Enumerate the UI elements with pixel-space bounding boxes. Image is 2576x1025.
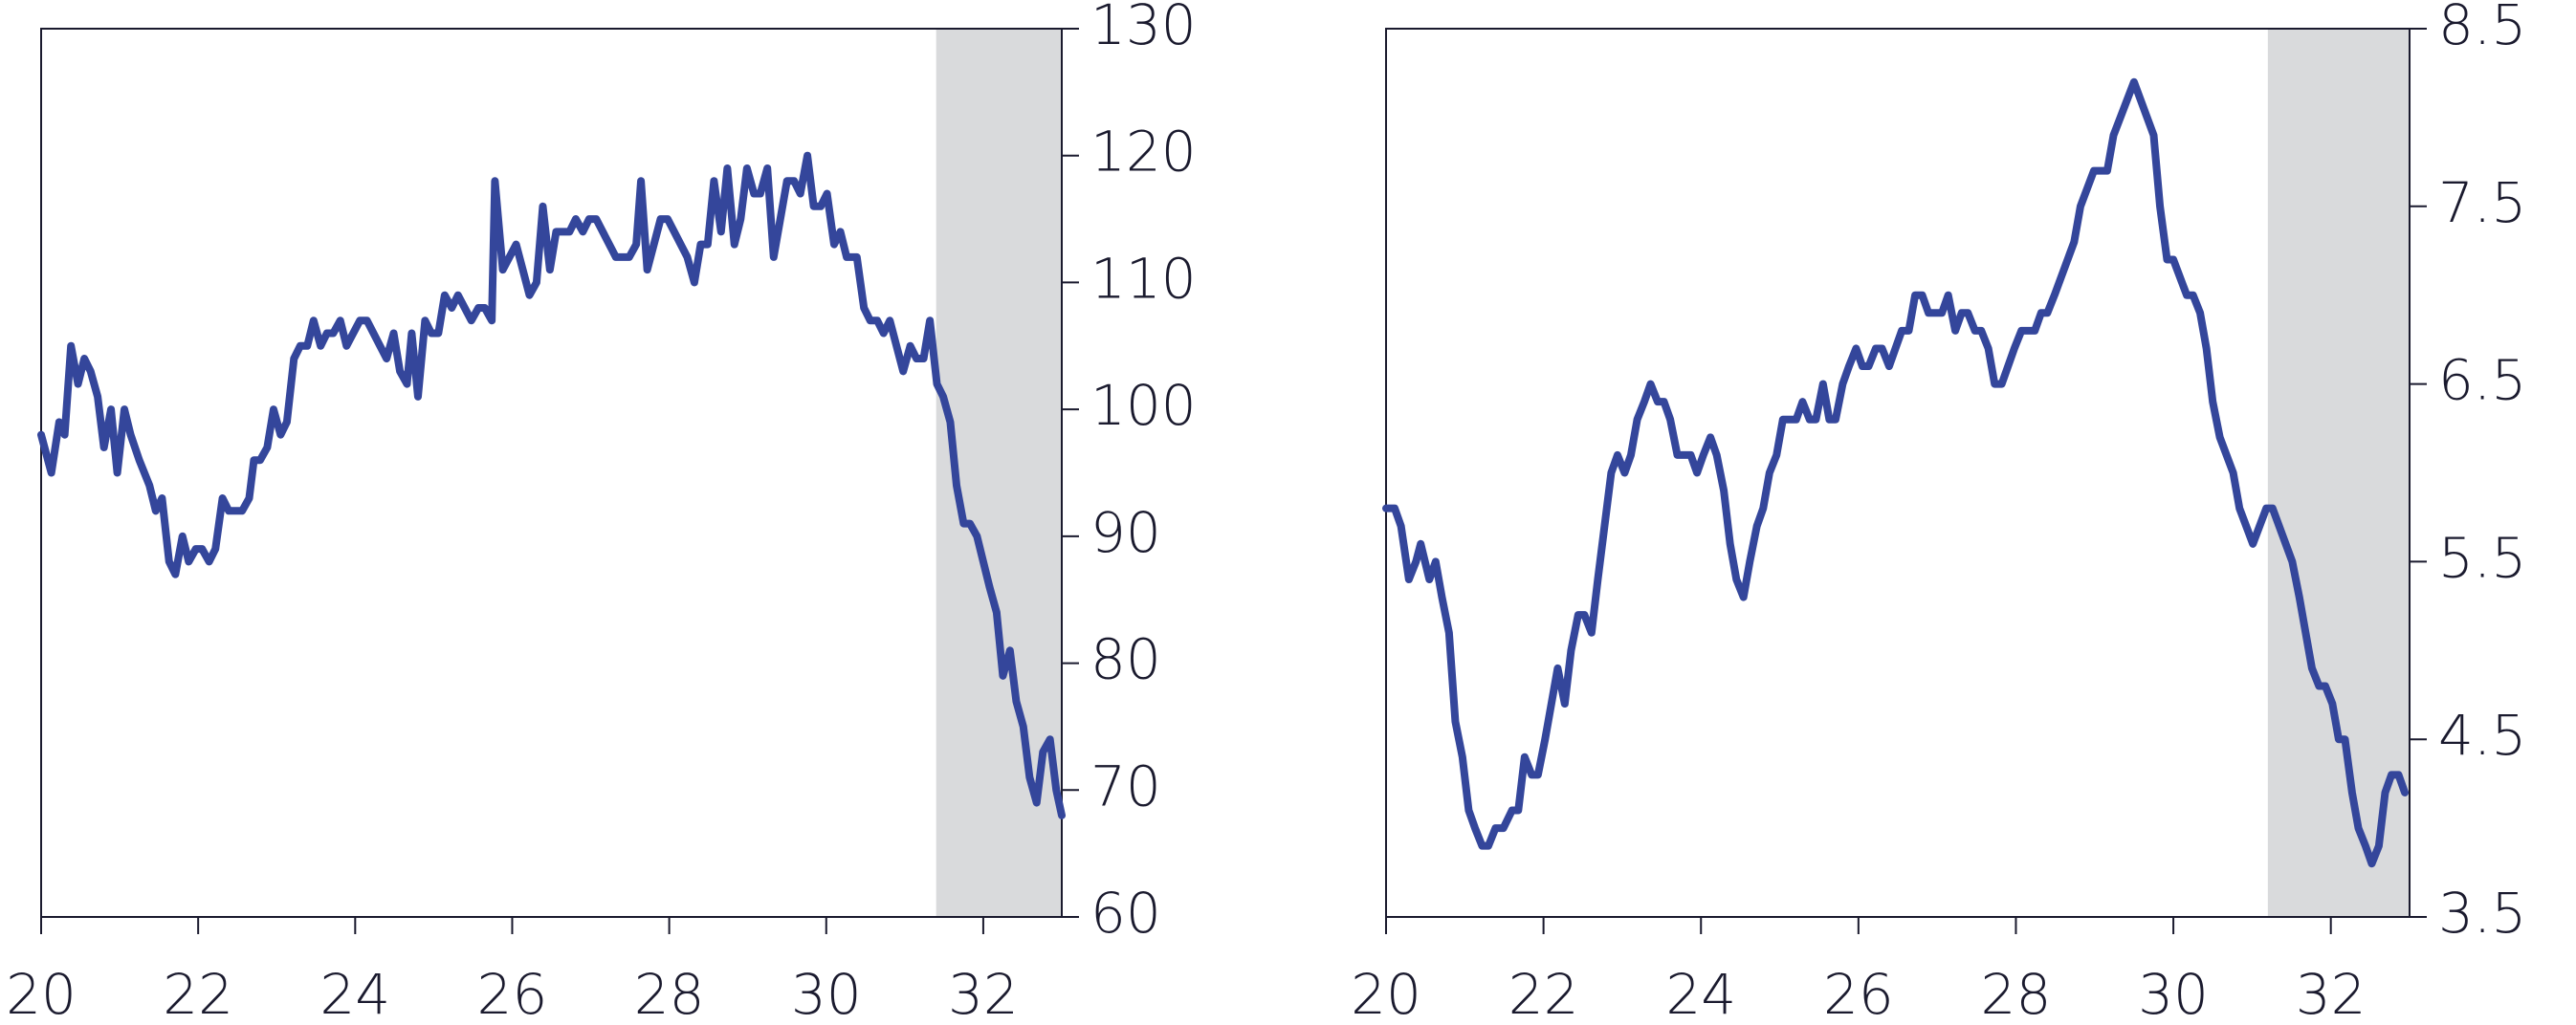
x-tick-label: 30 xyxy=(2138,962,2209,1021)
shaded-region xyxy=(2267,29,2410,917)
y-tick-label: 70 xyxy=(1090,753,1161,818)
x-tick-label: 24 xyxy=(1665,962,1736,1021)
x-tick-label: 30 xyxy=(791,962,862,1021)
data-line xyxy=(1382,77,2410,868)
y-tick-label: 8.5 xyxy=(2438,0,2526,57)
x-tick-label: 32 xyxy=(2296,962,2367,1021)
y-tick-label: 5.5 xyxy=(2438,525,2526,590)
x-tick-label: 26 xyxy=(477,962,548,1021)
x-tick-label: 22 xyxy=(163,962,233,1021)
y-tick-label: 3.5 xyxy=(2438,881,2526,946)
data-line xyxy=(37,151,1066,819)
plot-frame xyxy=(40,28,1063,918)
y-tick-label: 4.5 xyxy=(2438,703,2526,768)
x-tick-label: 26 xyxy=(1823,962,1894,1021)
x-tick-label: 20 xyxy=(6,962,77,1021)
y-tick-label: 130 xyxy=(1090,0,1197,57)
x-tick-label: 28 xyxy=(1981,962,2052,1021)
y-tick-label: 100 xyxy=(1090,373,1197,438)
y-tick-label: 60 xyxy=(1090,881,1161,946)
y-tick-label: 120 xyxy=(1090,120,1197,185)
x-tick-label: 22 xyxy=(1508,962,1579,1021)
plot-frame xyxy=(1385,28,2411,918)
panel: 3.5 4.5 5.5 6.5 7.5 8.5 20 22 24 26 28 30 32 xyxy=(1351,0,2526,1025)
panel: 60 70 80 90 100 110 120 130 20 22 24 26 28 30 32 xyxy=(6,0,1197,1025)
x-tick-label: 20 xyxy=(1351,962,1421,1021)
y-tick-label: 7.5 xyxy=(2438,170,2526,235)
x-tick-label: 24 xyxy=(319,962,390,1021)
y-tick-label: 110 xyxy=(1090,246,1197,311)
x-tick-label: 32 xyxy=(948,962,1019,1021)
y-tick-label: 6.5 xyxy=(2438,348,2526,413)
x-tick-label: 28 xyxy=(634,962,705,1021)
y-tick-label: 80 xyxy=(1090,627,1161,692)
y-tick-label: 90 xyxy=(1090,500,1161,565)
